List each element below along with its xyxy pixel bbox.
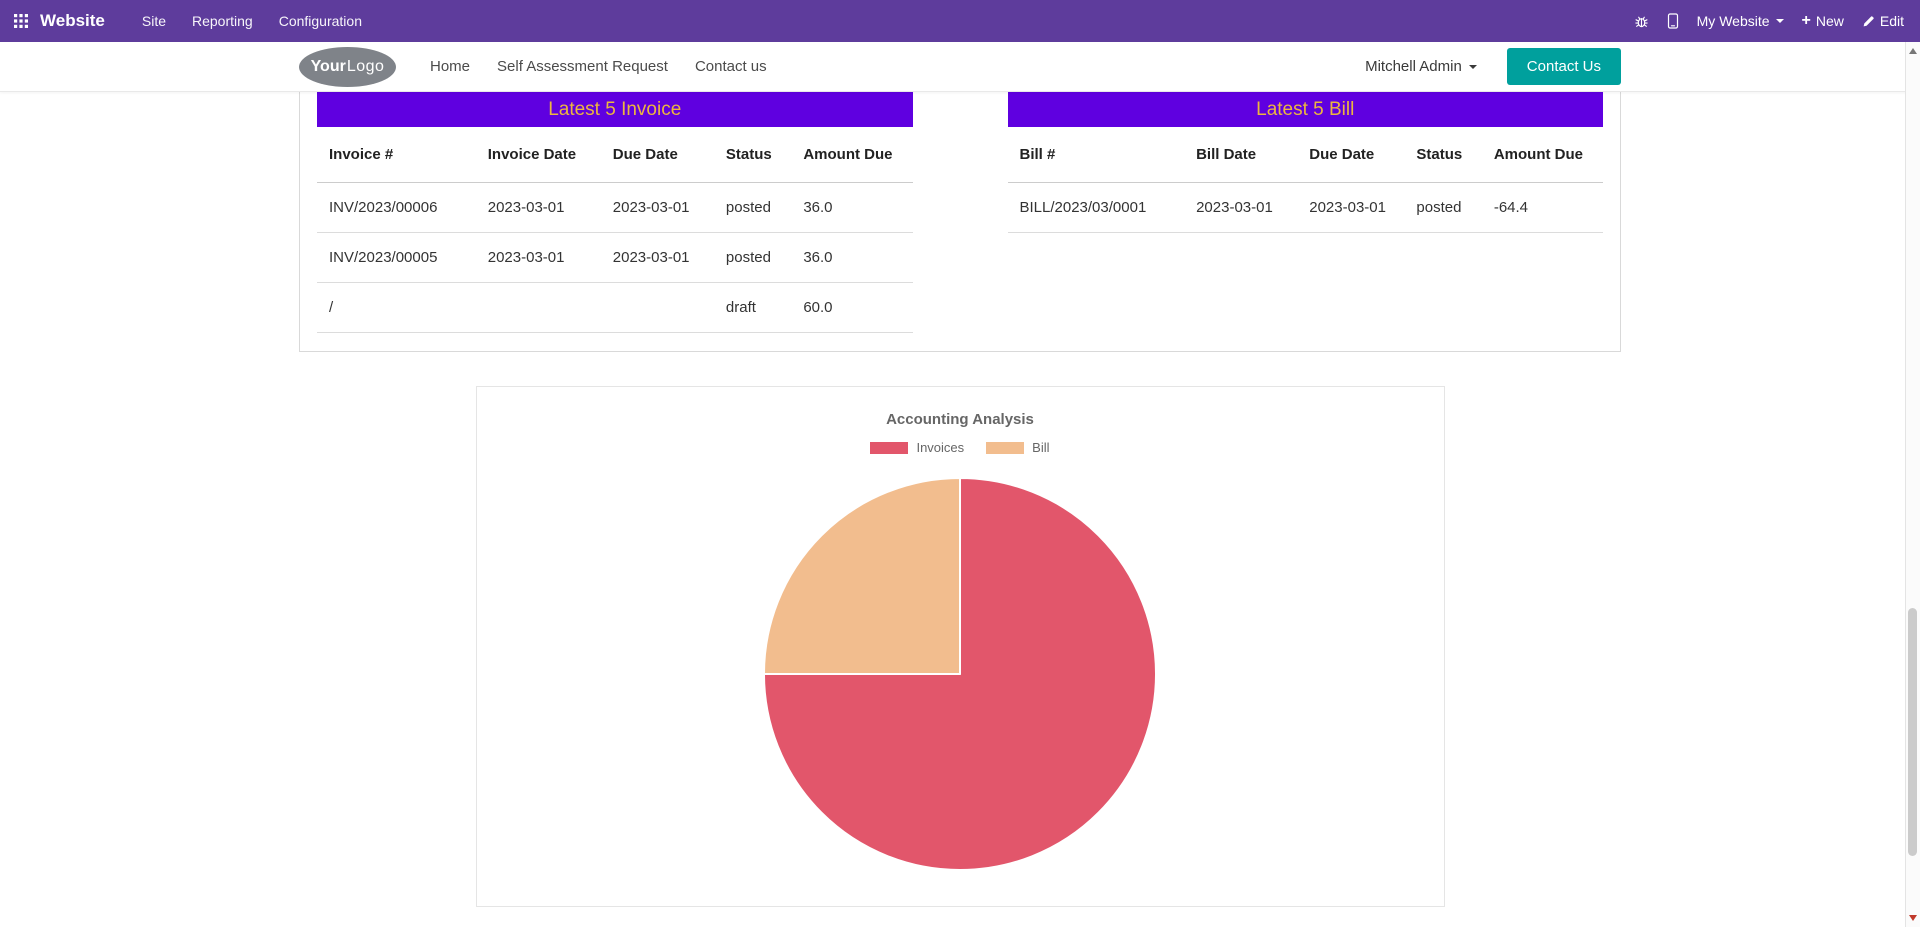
legend-label: Invoices xyxy=(916,440,965,455)
contact-us-button[interactable]: Contact Us xyxy=(1506,48,1621,85)
website-navbar: Your Logo Home Self Assessment Request Co… xyxy=(0,42,1920,92)
bill-table-block: Latest 5 Bill Bill # Bill Date Due Date Sta… xyxy=(1007,92,1603,333)
column-header: Due Date xyxy=(1309,146,1375,163)
logo-text-bold: Your xyxy=(310,57,346,75)
column-header: Amount Due xyxy=(803,146,893,163)
table-cell: posted xyxy=(725,249,771,266)
table-cell: INV/2023/00005 xyxy=(329,249,438,266)
column-header: Status xyxy=(1416,146,1463,163)
table-cell: 2023-03-01 xyxy=(1196,199,1273,216)
table-cell: 36.0 xyxy=(803,249,833,266)
scrollbar-down-arrow[interactable] xyxy=(1909,915,1917,921)
chart-title: Accounting Analysis xyxy=(886,411,1034,428)
table-cell: 2023-03-01 xyxy=(487,249,565,266)
logo-text-light: Logo xyxy=(346,57,385,75)
chart-legend: Invoices Bill xyxy=(870,440,1050,455)
chevron-down-icon xyxy=(1468,64,1477,69)
topbar-systray: My Website + New Edit xyxy=(1634,13,1904,29)
new-button-label: New xyxy=(1815,13,1844,29)
table-cell: BILL/2023/03/0001 xyxy=(1019,199,1147,216)
table-cell: 2023-03-01 xyxy=(612,249,690,266)
nav-link-self-assessment-request[interactable]: Self Assessment Request xyxy=(497,58,668,75)
table-cell: draft xyxy=(725,299,756,316)
scrollbar[interactable] xyxy=(1905,42,1920,927)
bill-table-title: Latest 5 Bill xyxy=(1007,92,1603,127)
table-header-row: Invoice # Invoice Date Due Date Status Amoun… xyxy=(317,127,913,183)
nav-link-home[interactable]: Home xyxy=(430,58,471,75)
topbar-menu-site[interactable]: Site xyxy=(141,13,166,29)
table-cell: 2023-03-01 xyxy=(612,199,690,216)
topbar-menu-configuration[interactable]: Configuration xyxy=(278,13,362,29)
table-row: INV/2023/00006 2023-03-01 2023-03-01 posted… xyxy=(317,183,913,233)
pie-chart xyxy=(761,475,1159,878)
scrollbar-thumb[interactable] xyxy=(1908,608,1917,857)
column-header: Due Date xyxy=(612,146,678,163)
pie-slice-invoices[interactable] xyxy=(762,476,1157,871)
edit-button[interactable]: Edit xyxy=(1862,13,1904,29)
scrollbar-up-arrow[interactable] xyxy=(1909,48,1917,54)
summary-tables-card: Latest 5 Invoice Invoice # Invoice Date Du… xyxy=(299,92,1621,352)
nav-link-contact-us[interactable]: Contact us xyxy=(694,58,767,75)
legend-item-bill[interactable]: Bill xyxy=(986,440,1050,455)
invoice-table-block: Latest 5 Invoice Invoice # Invoice Date Du… xyxy=(317,92,913,333)
user-menu[interactable]: Mitchell Admin xyxy=(1365,58,1477,75)
column-header: Invoice Date xyxy=(487,146,577,163)
user-name: Mitchell Admin xyxy=(1365,58,1462,75)
bug-icon[interactable] xyxy=(1634,14,1649,29)
table-cell: 2023-03-01 xyxy=(487,199,565,216)
pie-slice-bill[interactable] xyxy=(762,476,961,675)
legend-swatch xyxy=(870,441,909,454)
bill-table: Bill # Bill Date Due Date Status Amount Due … xyxy=(1007,127,1603,233)
edit-button-label: Edit xyxy=(1879,13,1904,29)
table-cell: -64.4 xyxy=(1493,199,1529,216)
mobile-preview-icon[interactable] xyxy=(1667,13,1679,29)
table-cell: 36.0 xyxy=(803,199,833,216)
legend-swatch xyxy=(986,441,1025,454)
accounting-analysis-chart-card: Accounting Analysis Invoices Bill xyxy=(475,386,1445,907)
column-header: Status xyxy=(725,146,772,163)
table-row: / draft 60.0 xyxy=(317,283,913,333)
table-cell: 2023-03-01 xyxy=(1309,199,1386,216)
main-content: Latest 5 Invoice Invoice # Invoice Date Du… xyxy=(0,92,1920,907)
website-switcher[interactable]: My Website xyxy=(1697,13,1784,29)
table-cell: posted xyxy=(725,199,771,216)
invoice-table-title: Latest 5 Invoice xyxy=(317,92,913,127)
pencil-icon xyxy=(1863,15,1874,26)
site-logo[interactable]: Your Logo xyxy=(299,46,396,87)
column-header: Bill # xyxy=(1019,146,1056,163)
apps-grid-icon[interactable] xyxy=(14,14,28,28)
app-title[interactable]: Website xyxy=(40,11,105,30)
table-cell: posted xyxy=(1416,199,1462,216)
table-cell xyxy=(484,283,609,333)
invoice-table: Invoice # Invoice Date Due Date Status Amoun… xyxy=(317,127,913,333)
column-header: Amount Due xyxy=(1493,146,1583,163)
new-button[interactable]: + New xyxy=(1801,12,1844,30)
table-cell: / xyxy=(329,299,334,316)
table-row: BILL/2023/03/0001 2023-03-01 2023-03-01 pos… xyxy=(1007,183,1603,233)
plus-icon: + xyxy=(1801,12,1811,29)
table-header-row: Bill # Bill Date Due Date Status Amount Due xyxy=(1007,127,1603,183)
table-row: INV/2023/00005 2023-03-01 2023-03-01 posted… xyxy=(317,233,913,283)
website-switcher-label: My Website xyxy=(1696,13,1770,29)
table-cell: 60.0 xyxy=(803,299,833,316)
legend-item-invoices[interactable]: Invoices xyxy=(870,440,964,455)
column-header: Invoice # xyxy=(329,146,394,163)
legend-label: Bill xyxy=(1032,440,1050,455)
table-cell xyxy=(609,283,722,333)
table-cell: INV/2023/00006 xyxy=(329,199,438,216)
column-header: Bill Date xyxy=(1196,146,1257,163)
odoo-topbar: Website Site Reporting Configuration My … xyxy=(0,0,1920,42)
chevron-down-icon xyxy=(1775,19,1784,23)
topbar-menu-reporting[interactable]: Reporting xyxy=(192,13,253,29)
